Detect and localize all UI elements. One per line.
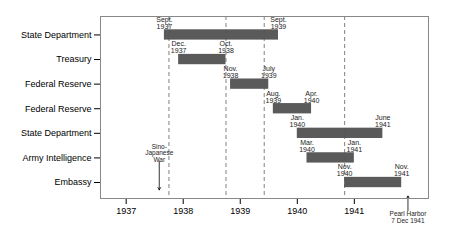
svg-text:Oct.1938: Oct.1938 — [218, 40, 234, 54]
svg-text:Dec.1937: Dec.1937 — [171, 40, 187, 54]
svg-text:June1941: June1941 — [375, 114, 391, 128]
svg-text:State Department: State Department — [21, 30, 92, 40]
svg-text:1938: 1938 — [173, 206, 193, 216]
svg-text:1941: 1941 — [344, 206, 364, 216]
svg-text:Sino-JapaneseWar: Sino-JapaneseWar — [145, 143, 174, 163]
svg-text:State Department: State Department — [21, 128, 92, 138]
svg-text:1937: 1937 — [116, 206, 136, 216]
svg-text:Army Intelligence: Army Intelligence — [22, 153, 91, 163]
svg-text:1940: 1940 — [287, 206, 307, 216]
svg-text:Federal Reserve: Federal Reserve — [25, 104, 92, 114]
svg-text:Federal Reserve: Federal Reserve — [25, 79, 92, 89]
svg-text:Jan.1940: Jan.1940 — [290, 114, 306, 128]
svg-text:Nov.1941: Nov.1941 — [394, 163, 410, 177]
svg-text:Nov.1940: Nov.1940 — [337, 163, 353, 177]
svg-text:Embassy: Embassy — [54, 177, 92, 187]
svg-text:Jan.1941: Jan.1941 — [347, 139, 363, 153]
svg-text:Sept.1939: Sept.1939 — [270, 16, 286, 30]
svg-text:Aug.1939: Aug.1939 — [266, 90, 282, 104]
svg-text:Nov.1938: Nov.1938 — [223, 65, 239, 79]
svg-text:July1939: July1939 — [261, 65, 277, 79]
svg-text:Sept.1937: Sept.1937 — [156, 16, 172, 30]
svg-text:Apr.1940: Apr.1940 — [304, 90, 320, 104]
svg-text:Treasury: Treasury — [56, 54, 92, 64]
svg-text:Pearl Harbor7 Dec 1941: Pearl Harbor7 Dec 1941 — [390, 210, 428, 224]
svg-text:Mar.1940: Mar.1940 — [299, 139, 315, 153]
svg-text:1939: 1939 — [230, 206, 250, 216]
